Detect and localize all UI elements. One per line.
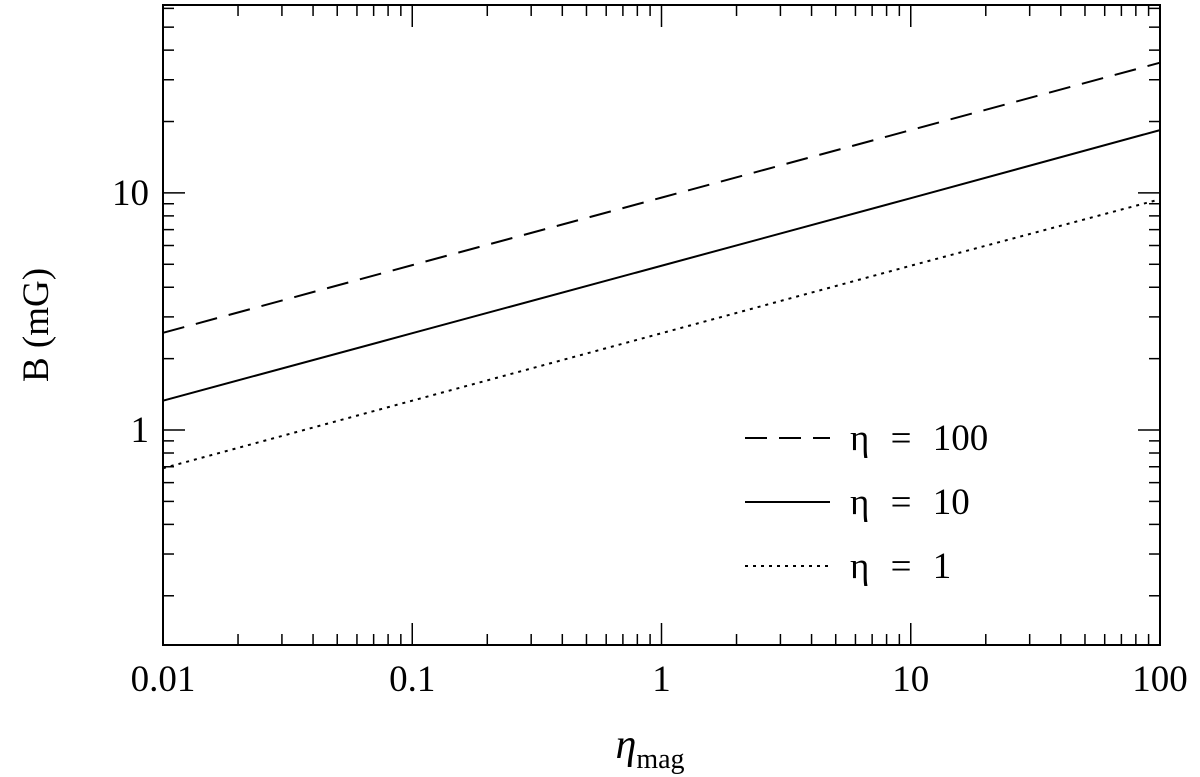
x-axis-label-main: η [615, 722, 636, 768]
y-tick-label: 1 [131, 410, 150, 451]
x-tick-label: 0.1 [389, 659, 435, 700]
plot-frame [162, 4, 1161, 646]
legend-label: η = 10 [850, 482, 970, 523]
x-axis-label: ηmag [615, 722, 684, 775]
x-axis-label-sub: mag [636, 744, 684, 775]
legend-label: η = 100 [850, 418, 988, 459]
series-line [162, 198, 1161, 470]
x-tick-label: 1 [652, 659, 671, 700]
x-tick-label: 0.01 [131, 659, 196, 700]
series-line [162, 129, 1161, 402]
x-tick-label: 100 [1132, 659, 1188, 700]
y-axis-label: B (mG) [16, 268, 57, 382]
x-tick-label: 10 [892, 659, 929, 700]
y-tick-label: 10 [112, 173, 149, 214]
legend-label: η = 1 [850, 546, 951, 587]
series-line [162, 61, 1161, 334]
